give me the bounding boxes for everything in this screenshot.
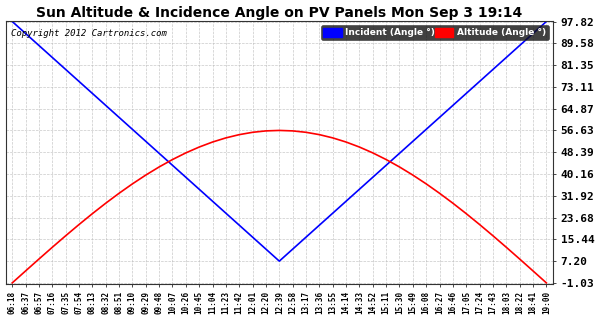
Legend: Incident (Angle °), Altitude (Angle °): Incident (Angle °), Altitude (Angle °) bbox=[321, 25, 548, 40]
Title: Sun Altitude & Incidence Angle on PV Panels Mon Sep 3 19:14: Sun Altitude & Incidence Angle on PV Pan… bbox=[36, 5, 523, 20]
Text: Copyright 2012 Cartronics.com: Copyright 2012 Cartronics.com bbox=[11, 28, 167, 38]
